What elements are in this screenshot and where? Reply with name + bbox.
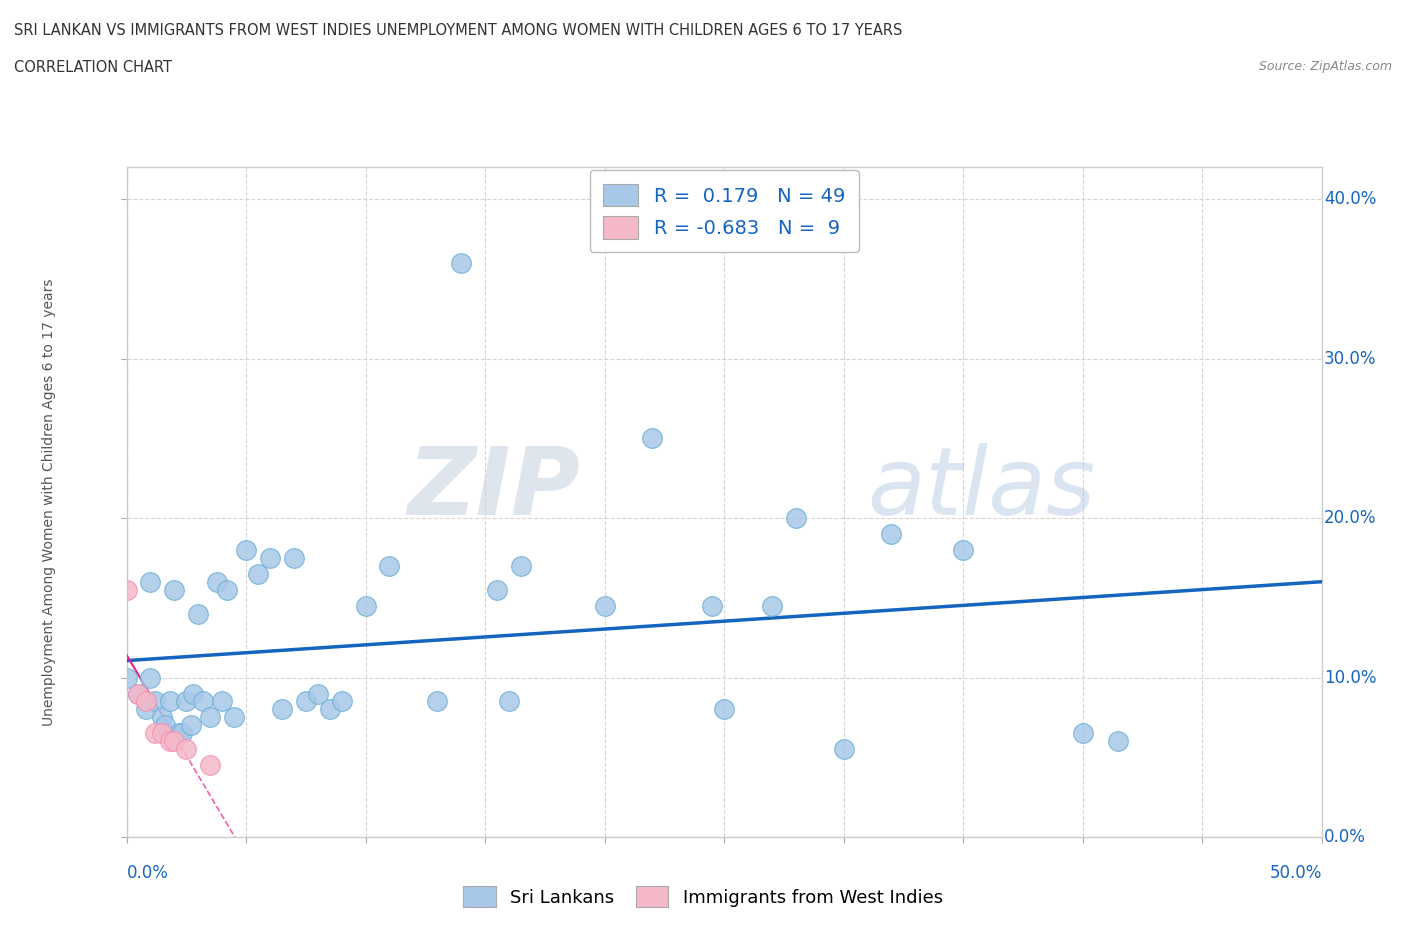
Point — [354, 598, 377, 613]
Point — [259, 551, 281, 565]
Text: 30.0%: 30.0% — [1324, 350, 1376, 367]
Point — [247, 566, 270, 581]
Point — [187, 606, 209, 621]
Point — [183, 686, 205, 701]
Point — [498, 694, 520, 709]
Point — [143, 726, 166, 741]
Text: 0.0%: 0.0% — [127, 864, 169, 882]
Legend: Sri Lankans, Immigrants from West Indies: Sri Lankans, Immigrants from West Indies — [454, 877, 952, 916]
Point — [880, 526, 903, 541]
Point — [200, 758, 222, 773]
Point — [153, 718, 176, 733]
Point — [215, 582, 238, 597]
Point — [115, 582, 138, 597]
Point — [139, 575, 162, 590]
Point — [135, 702, 157, 717]
Point — [761, 598, 783, 613]
Point — [283, 551, 305, 565]
Point — [127, 686, 149, 701]
Point — [1108, 734, 1130, 749]
Point — [952, 542, 974, 557]
Point — [143, 694, 166, 709]
Point — [235, 542, 257, 557]
Point — [150, 726, 174, 741]
Point — [270, 702, 294, 717]
Point — [713, 702, 735, 717]
Text: SRI LANKAN VS IMMIGRANTS FROM WEST INDIES UNEMPLOYMENT AMONG WOMEN WITH CHILDREN: SRI LANKAN VS IMMIGRANTS FROM WEST INDIE… — [14, 23, 903, 38]
Text: 10.0%: 10.0% — [1324, 669, 1376, 686]
Point — [509, 559, 531, 574]
Point — [115, 671, 138, 685]
Text: ZIP: ZIP — [408, 443, 581, 535]
Point — [150, 710, 174, 724]
Point — [159, 694, 181, 709]
Text: 0.0%: 0.0% — [1324, 828, 1365, 846]
Point — [294, 694, 316, 709]
Point — [785, 511, 807, 525]
Point — [426, 694, 449, 709]
Point — [163, 734, 186, 749]
Point — [135, 694, 157, 709]
Point — [486, 582, 509, 597]
Text: Unemployment Among Women with Children Ages 6 to 17 years: Unemployment Among Women with Children A… — [42, 278, 56, 726]
Text: 40.0%: 40.0% — [1324, 191, 1376, 208]
Point — [318, 702, 342, 717]
Point — [641, 431, 664, 445]
Text: Source: ZipAtlas.com: Source: ZipAtlas.com — [1258, 60, 1392, 73]
Point — [200, 710, 222, 724]
Point — [191, 694, 214, 709]
Point — [167, 726, 190, 741]
Point — [159, 734, 181, 749]
Point — [170, 726, 193, 741]
Point — [207, 575, 229, 590]
Point — [222, 710, 246, 724]
Point — [330, 694, 353, 709]
Legend: R =  0.179   N = 49, R = -0.683   N =  9: R = 0.179 N = 49, R = -0.683 N = 9 — [589, 170, 859, 252]
Point — [163, 582, 186, 597]
Point — [180, 718, 202, 733]
Text: CORRELATION CHART: CORRELATION CHART — [14, 60, 172, 75]
Point — [378, 559, 401, 574]
Point — [174, 742, 197, 757]
Point — [139, 671, 162, 685]
Point — [593, 598, 616, 613]
Point — [307, 686, 329, 701]
Text: atlas: atlas — [868, 444, 1095, 535]
Point — [174, 694, 197, 709]
Point — [1071, 726, 1094, 741]
Point — [127, 686, 149, 701]
Point — [450, 256, 472, 271]
Point — [700, 598, 723, 613]
Text: 20.0%: 20.0% — [1324, 509, 1376, 527]
Text: 50.0%: 50.0% — [1270, 864, 1322, 882]
Point — [832, 742, 855, 757]
Point — [211, 694, 233, 709]
